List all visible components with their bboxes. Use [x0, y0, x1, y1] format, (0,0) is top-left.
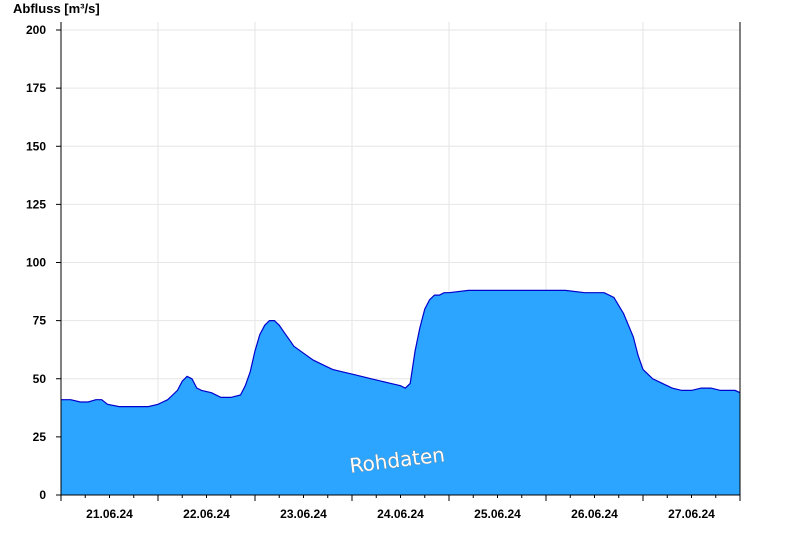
y-axis-label: Abfluss [m³/s]: [13, 1, 100, 16]
x-tick-labels: 21.06.24 22.06.24 23.06.24 24.06.24 25.06.24…: [86, 507, 715, 521]
y-tick-label-0: 0: [39, 488, 46, 502]
series-area-0: [61, 290, 740, 495]
x-tick-label-25.06.24: 25.06.24: [474, 507, 521, 521]
x-tick-label-24.06.24: 24.06.24: [377, 507, 424, 521]
y-tick-label-125: 125: [26, 197, 46, 211]
x-tick-label-21.06.24: 21.06.24: [86, 507, 133, 521]
x-tick-label-27.06.24: 27.06.24: [668, 507, 715, 521]
x-tick-label-22.06.24: 22.06.24: [183, 507, 230, 521]
y-tick-labels: 0 25 50 75 100 125 150 175 200: [26, 23, 46, 502]
y-tick-label-75: 75: [33, 314, 47, 328]
y-tick-label-50: 50: [33, 372, 47, 386]
series-line-0: [61, 289, 741, 408]
x-tick-label-26.06.24: 26.06.24: [571, 507, 618, 521]
y-tick-label-25: 25: [33, 430, 47, 444]
axes: [56, 22, 741, 501]
y-tick-label-150: 150: [26, 139, 46, 153]
plot-area: [61, 289, 741, 495]
y-tick-label-200: 200: [26, 23, 46, 37]
x-tick-label-23.06.24: 23.06.24: [280, 507, 327, 521]
y-tick-label-175: 175: [26, 81, 46, 95]
y-tick-label-100: 100: [26, 256, 46, 270]
